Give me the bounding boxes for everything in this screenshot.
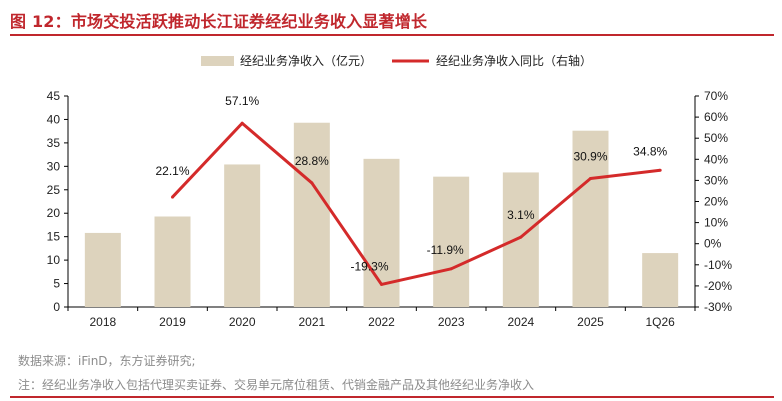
bar-2025 bbox=[572, 130, 609, 307]
chart: 051015202530354045-30%-20%-10%0%10%20%30… bbox=[47, 53, 733, 329]
x-tick-label: 2019 bbox=[159, 315, 186, 329]
right-tick-label: 60% bbox=[704, 110, 728, 124]
yoy-label-2022: -19.3% bbox=[350, 259, 388, 273]
right-tick-label: -20% bbox=[704, 279, 732, 293]
bar-2021 bbox=[293, 122, 330, 307]
left-tick-label: 35 bbox=[47, 136, 61, 150]
source-note: 数据来源：iFinD，东方证券研究; bbox=[18, 354, 196, 368]
left-tick-label: 5 bbox=[53, 277, 60, 291]
bar-2024 bbox=[502, 172, 539, 307]
x-tick-label: 1Q26 bbox=[645, 315, 675, 329]
bar-2019 bbox=[154, 216, 191, 307]
left-tick-label: 45 bbox=[47, 89, 61, 103]
x-tick-label: 2023 bbox=[438, 315, 465, 329]
bar-1Q26 bbox=[642, 253, 679, 307]
yoy-point-2023 bbox=[449, 267, 453, 271]
legend-swatch-bar bbox=[201, 56, 234, 66]
x-tick-label: 2021 bbox=[298, 315, 325, 329]
x-tick-label: 2022 bbox=[368, 315, 395, 329]
right-tick-label: -10% bbox=[704, 258, 732, 272]
yoy-label-2021: 28.8% bbox=[295, 154, 329, 168]
yoy-label-2024: 3.1% bbox=[507, 208, 535, 222]
yoy-label-2023: -11.9% bbox=[427, 243, 464, 257]
left-tick-label: 20 bbox=[47, 206, 61, 220]
right-tick-label: 20% bbox=[704, 195, 728, 209]
left-tick-label: 0 bbox=[53, 300, 60, 314]
left-tick-label: 40 bbox=[47, 112, 61, 126]
yoy-point-2025 bbox=[589, 177, 592, 181]
right-tick-label: 70% bbox=[704, 89, 728, 103]
left-tick-label: 25 bbox=[47, 183, 61, 197]
yoy-label-2025: 30.9% bbox=[573, 150, 607, 164]
left-tick-label: 30 bbox=[47, 159, 61, 173]
bar-2018 bbox=[84, 232, 121, 307]
x-tick-label: 2025 bbox=[577, 315, 604, 329]
yoy-line bbox=[171, 121, 661, 286]
legend-label-bar: 经纪业务净收入（亿元） bbox=[240, 53, 372, 68]
yoy-label-2020: 57.1% bbox=[225, 94, 259, 108]
right-tick-label: 10% bbox=[704, 216, 728, 230]
yoy-point-2019 bbox=[171, 195, 174, 199]
right-tick-label: 0% bbox=[704, 237, 722, 251]
right-tick-label: 50% bbox=[704, 131, 728, 145]
left-tick-label: 15 bbox=[47, 230, 61, 244]
bottom-divider bbox=[10, 396, 774, 398]
x-tick-label: 2024 bbox=[507, 315, 534, 329]
yoy-point-2021 bbox=[310, 181, 314, 185]
footnote: 注：经纪业务净收入包括代理买卖证券、交易单元席位租赁、代销金融产品及其他经纪业务… bbox=[18, 378, 535, 392]
figure-title: 图 12：市场交投活跃推动长江证券经纪业务收入显著增长 bbox=[10, 12, 428, 31]
title-divider bbox=[10, 34, 774, 36]
yoy-label-1Q26: 34.8% bbox=[633, 144, 667, 158]
left-tick-label: 10 bbox=[47, 253, 61, 267]
yoy-point-2020 bbox=[240, 121, 244, 125]
x-tick-label: 2018 bbox=[89, 315, 116, 329]
right-tick-label: 30% bbox=[704, 173, 728, 187]
yoy-point-2022 bbox=[380, 282, 383, 286]
yoy-point-2024 bbox=[519, 235, 523, 239]
bar-2020 bbox=[224, 164, 261, 307]
right-tick-label: -30% bbox=[704, 300, 732, 314]
yoy-point-1Q26 bbox=[658, 168, 662, 172]
right-tick-label: 40% bbox=[704, 152, 728, 166]
x-tick-label: 2020 bbox=[229, 315, 256, 329]
legend-label-line: 经纪业务净收入同比（右轴） bbox=[436, 53, 592, 68]
yoy-label-2019: 22.1% bbox=[155, 164, 189, 178]
bar-2023 bbox=[433, 176, 470, 307]
